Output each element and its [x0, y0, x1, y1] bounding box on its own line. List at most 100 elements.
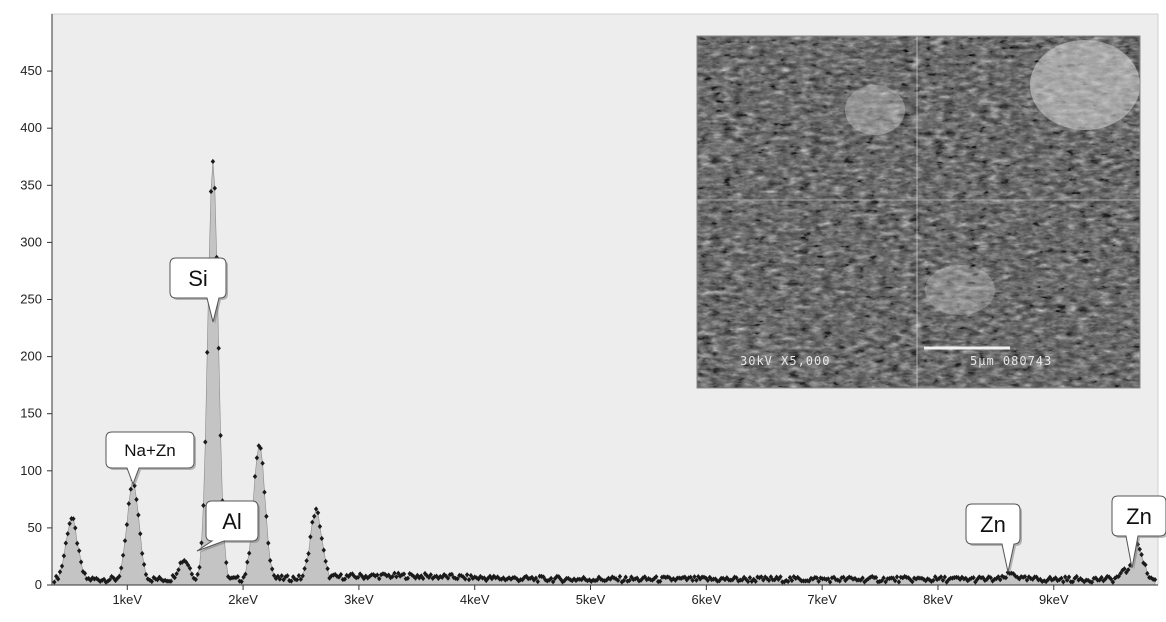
- spectrum-point: [493, 575, 498, 581]
- spectrum-point: [399, 572, 405, 578]
- spectrum-point: [556, 574, 561, 580]
- sem-bright-cluster: [845, 85, 905, 135]
- spectrum-point: [600, 577, 605, 583]
- spectrum-point: [814, 575, 819, 581]
- spectrum-point: [621, 577, 626, 584]
- spectrum-point: [589, 578, 594, 584]
- x-tick-label: 9keV: [1039, 592, 1069, 607]
- spectrum-point: [522, 574, 527, 580]
- spectrum-point: [657, 578, 663, 584]
- spectrum-point: [963, 575, 968, 581]
- spectrum-point: [306, 551, 311, 557]
- spectrum-point: [367, 573, 372, 579]
- spectrum-point: [289, 578, 294, 584]
- spectrum-point: [717, 578, 722, 584]
- spectrum-point: [827, 579, 833, 585]
- spectrum-point: [375, 572, 380, 578]
- spectrum-point: [1074, 573, 1079, 580]
- spectrum-point: [747, 575, 753, 581]
- spectrum-point: [138, 531, 143, 537]
- spectrum-point: [470, 575, 475, 581]
- callout-label: Zn: [1126, 504, 1152, 529]
- spectrum-point: [258, 445, 263, 451]
- spectrum-point: [720, 575, 726, 581]
- spectrum-point: [977, 574, 982, 580]
- spectrum-point: [698, 576, 703, 582]
- spectrum-point: [126, 501, 131, 507]
- spectrum-point: [864, 577, 869, 583]
- spectrum-point: [445, 575, 451, 581]
- spectrum-point: [441, 572, 447, 578]
- spectrum-point: [161, 578, 166, 584]
- spectrum-point: [533, 575, 539, 581]
- spectrum-point: [260, 460, 265, 466]
- spectrum-point: [52, 579, 57, 585]
- spectrum-point: [612, 575, 617, 581]
- spectrum-point: [759, 574, 764, 580]
- spectrum-point: [594, 577, 600, 583]
- spectrum-point: [826, 576, 831, 582]
- spectrum-point: [98, 578, 103, 584]
- spectrum-point: [791, 574, 796, 580]
- spectrum-point: [401, 571, 407, 577]
- spectrum-point: [940, 577, 946, 583]
- spectrum-point: [682, 574, 688, 580]
- spectrum-point: [178, 560, 183, 566]
- spectrum-point: [67, 521, 72, 527]
- spectrum-point: [868, 574, 873, 580]
- spectrum-point: [896, 579, 902, 585]
- x-tick-label: 7keV: [807, 592, 837, 607]
- spectrum-point: [539, 573, 544, 579]
- spectrum-point: [881, 575, 886, 581]
- spectrum-point: [910, 579, 915, 585]
- spectrum-point: [115, 575, 120, 581]
- spectrum-point: [120, 552, 126, 558]
- spectrum-point: [1108, 576, 1114, 582]
- spectrum-point: [516, 578, 521, 584]
- spectrum-point: [732, 574, 737, 580]
- spectrum-point: [63, 540, 68, 546]
- spectrum-point: [304, 558, 309, 564]
- spectrum-point: [124, 522, 130, 528]
- spectrum-point: [1019, 574, 1024, 580]
- spectrum-point: [548, 575, 554, 581]
- spectrum-point: [428, 572, 433, 578]
- spectrum-point: [705, 577, 710, 583]
- y-tick-label: 250: [20, 292, 42, 307]
- spectrum-point: [902, 573, 907, 580]
- spectrum-point: [631, 576, 636, 583]
- spectrum-point: [292, 576, 298, 582]
- spectrum-point: [1042, 578, 1047, 584]
- spectrum-point: [86, 575, 91, 582]
- spectrum-point: [763, 574, 768, 580]
- spectrum-point: [430, 575, 435, 581]
- spectrum-point: [59, 563, 65, 569]
- spectrum-point: [772, 577, 777, 583]
- spectrum-point: [975, 576, 980, 582]
- y-tick-layer: 0 50 100 150 200 250 300 350 400 450: [20, 63, 52, 592]
- spectrum-point: [598, 576, 603, 582]
- spectrum-point: [394, 574, 399, 580]
- spectrum-point: [816, 578, 821, 584]
- spectrum-point: [417, 575, 422, 581]
- spectrum-point: [873, 574, 879, 581]
- spectrum-point: [891, 575, 896, 581]
- spectrum-point: [1020, 574, 1026, 580]
- spectrum-point: [128, 486, 133, 492]
- spectrum-point: [568, 577, 573, 583]
- spectrum-point: [1061, 579, 1066, 585]
- x-tick-label: 5keV: [576, 592, 606, 607]
- spectrum-point: [172, 575, 177, 581]
- spectrum-point: [1116, 573, 1121, 579]
- spectrum-point: [155, 577, 160, 583]
- y-tick-label: 300: [20, 234, 42, 249]
- spectrum-point: [984, 576, 989, 582]
- spectrum-point: [652, 575, 657, 582]
- spectrum-point: [77, 548, 82, 554]
- spectrum-point: [296, 573, 302, 579]
- spectrum-point: [665, 574, 670, 580]
- y-tick-label: 50: [28, 520, 42, 535]
- callout-label: Na+Zn: [124, 441, 176, 460]
- x-tick-label: 8keV: [923, 592, 953, 607]
- spectrum-point: [1030, 576, 1035, 582]
